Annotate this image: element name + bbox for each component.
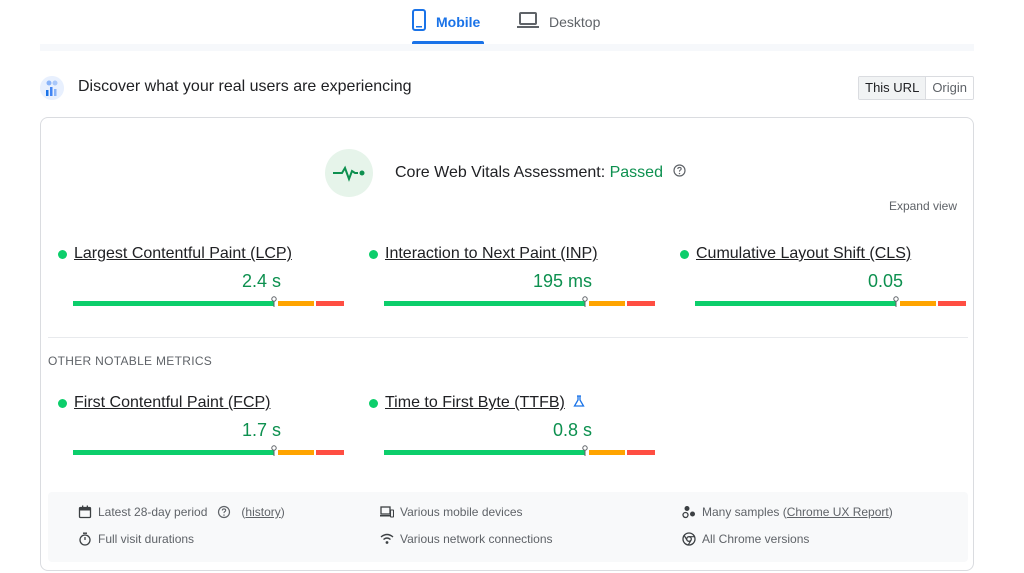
metric-fcp-value: 1.7 s: [241, 420, 281, 440]
good-status-dot: [58, 249, 67, 259]
good-segment: [384, 301, 585, 306]
chrome-icon: [682, 532, 696, 546]
help-icon[interactable]: [673, 164, 687, 182]
good-status-dot: [680, 249, 689, 259]
metric-inp-link[interactable]: Interaction to Next Paint (INP): [385, 245, 598, 262]
samples-icon: [682, 505, 696, 519]
laptop-icon: [517, 11, 539, 34]
tab-mobile[interactable]: Mobile: [412, 0, 484, 44]
assessment-label: Core Web Vitals Assessment:: [395, 164, 610, 182]
needs-improvement-segment: [589, 450, 625, 455]
metric-name-row: First Contentful Paint (FCP): [58, 393, 271, 413]
pulse-icon: [325, 149, 373, 197]
good-status-dot: [369, 249, 378, 259]
samples-suffix: ): [888, 505, 893, 519]
wifi-icon: [380, 532, 394, 546]
users-chart-icon: [40, 76, 64, 100]
other-metrics-title: OTHER NOTABLE METRICS: [48, 354, 213, 368]
metric-inp-value: 195 ms: [532, 271, 592, 291]
core-web-vitals-card: Core Web Vitals Assessment: Passed Expan…: [40, 117, 974, 571]
metric-name-row: Interaction to Next Paint (INP): [369, 244, 598, 264]
good-segment: [695, 301, 896, 306]
good-status-dot: [58, 398, 67, 408]
network-info: Various network connections: [380, 532, 553, 546]
assessment-result: Passed: [609, 164, 663, 182]
good-segment: [384, 450, 585, 455]
metric-name-row: Time to First Byte (TTFB): [369, 393, 585, 413]
field-data-header: Discover what your real users are experi…: [40, 74, 974, 102]
durations-label: Full visit durations: [98, 532, 195, 546]
metric-cls-link[interactable]: Cumulative Layout Shift (CLS): [696, 245, 912, 262]
calendar-icon: [78, 505, 92, 519]
devices-label: Various mobile devices: [400, 505, 523, 519]
history-wrapper: (history): [241, 505, 285, 519]
history-link[interactable]: history: [245, 505, 281, 519]
p75-marker: [270, 443, 277, 456]
metric-lcp-value: 2.4 s: [241, 271, 281, 291]
metric-inp-distribution-bar: [384, 296, 655, 307]
tab-desktop-label: Desktop: [549, 14, 601, 30]
poor-segment: [627, 301, 655, 306]
experimental-flask-icon: [573, 394, 585, 412]
data-collection-info: Latest 28-day period (history) Various m…: [48, 492, 968, 562]
url-origin-toggle: This URL Origin: [858, 76, 974, 100]
tab-desktop[interactable]: Desktop: [517, 0, 617, 44]
help-icon[interactable]: [217, 505, 231, 519]
network-label: Various network connections: [400, 532, 553, 546]
device-info: Various mobile devices: [380, 505, 523, 519]
metric-name-row: Cumulative Layout Shift (CLS): [680, 244, 911, 264]
devices-icon: [380, 505, 395, 519]
period-label: Latest 28-day period: [98, 505, 208, 519]
p75-marker: [270, 294, 277, 307]
good-segment: [73, 450, 274, 455]
good-status-dot: [369, 398, 378, 408]
assessment-title: Core Web Vitals Assessment: Passed: [395, 164, 687, 182]
metric-cls-distribution-bar: [695, 296, 966, 307]
device-tabs: Mobile Desktop: [0, 0, 1024, 44]
poor-segment: [627, 450, 655, 455]
smartphone-icon: [412, 8, 426, 36]
poor-segment: [938, 301, 966, 306]
metric-fcp-distribution-bar: [73, 445, 344, 456]
chrome-ux-report-link[interactable]: Chrome UX Report: [786, 505, 889, 519]
metric-fcp-link[interactable]: First Contentful Paint (FCP): [74, 394, 271, 411]
metric-name-row: Largest Contentful Paint (LCP): [58, 244, 292, 264]
field-data-title: Discover what your real users are experi…: [78, 78, 412, 95]
tabs-divider: [40, 44, 974, 51]
expand-view-link[interactable]: Expand view: [888, 199, 957, 213]
origin-button[interactable]: Origin: [926, 77, 973, 99]
needs-improvement-segment: [278, 301, 314, 306]
metric-ttfb-distribution-bar: [384, 445, 655, 456]
needs-improvement-segment: [278, 450, 314, 455]
metric-ttfb-link[interactable]: Time to First Byte (TTFB): [385, 394, 565, 411]
collection-period: Latest 28-day period (history): [78, 505, 285, 519]
chrome-label: All Chrome versions: [702, 532, 810, 546]
poor-segment: [316, 301, 344, 306]
samples-prefix: Many samples (: [702, 505, 787, 519]
samples-text: Many samples (Chrome UX Report): [702, 505, 893, 519]
stopwatch-icon: [78, 532, 92, 546]
needs-improvement-segment: [900, 301, 936, 306]
p75-marker: [581, 294, 588, 307]
metric-cls-value: 0.05: [867, 271, 903, 291]
section-divider: [48, 337, 968, 338]
poor-segment: [316, 450, 344, 455]
good-segment: [73, 301, 274, 306]
this-url-button[interactable]: This URL: [859, 77, 927, 99]
active-tab-indicator: [412, 41, 484, 44]
metric-lcp-link[interactable]: Largest Contentful Paint (LCP): [74, 245, 292, 262]
needs-improvement-segment: [589, 301, 625, 306]
metric-lcp-distribution-bar: [73, 296, 344, 307]
metric-ttfb-value: 0.8 s: [552, 420, 592, 440]
visit-duration-info: Full visit durations: [78, 532, 194, 546]
p75-marker: [892, 294, 899, 307]
tab-mobile-label: Mobile: [436, 14, 481, 30]
samples-info: Many samples (Chrome UX Report): [682, 505, 893, 519]
chrome-version-info: All Chrome versions: [682, 532, 809, 546]
p75-marker: [581, 443, 588, 456]
